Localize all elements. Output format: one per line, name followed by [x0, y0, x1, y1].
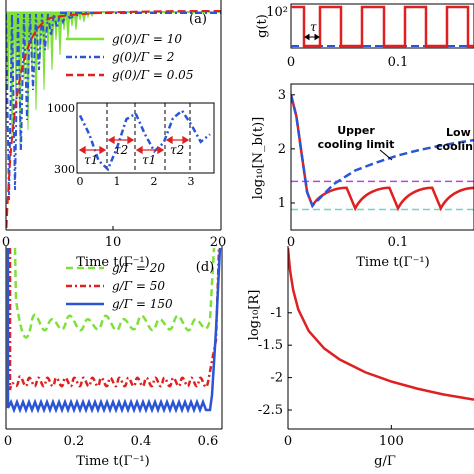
panel-b-ann-cooling: cooling: [436, 140, 474, 153]
panel-a-x-tick-0: 0: [2, 235, 10, 250]
panel-d-x-tick-0: 0: [4, 434, 12, 449]
panel-b-top-y-label: g(t): [255, 14, 270, 38]
panel-d-series-g50: [8, 247, 221, 391]
legend-label-g50: g/Γ = 50: [112, 279, 165, 293]
panel-b-top-y-tick: 10²: [266, 5, 288, 20]
panel-a-x-tick-1: 10: [105, 235, 122, 250]
panel-a-label: (a): [189, 12, 207, 27]
panel-e: -1 -1.5 -2 -2.5 0 100 log₁₀[R] g/Γ: [247, 246, 474, 469]
inset-tau-2b: τ2: [170, 143, 184, 157]
panel-b-top-red-square: [291, 5, 474, 48]
inset-frame: [76, 102, 215, 174]
panel-e-x-tick-0: 0: [284, 434, 292, 449]
panel-b-ann-upper: Upper: [337, 124, 375, 137]
inset-tau-1a: τ1: [84, 153, 98, 167]
series-g005-line: [6, 10, 221, 230]
legend-label-g005: g(0)/Γ = 0.05: [112, 68, 193, 82]
panel-b-red-curve: [291, 94, 474, 212]
panel-e-x-ticks: 0 100: [284, 425, 404, 449]
panel-b-top-tau: τ: [310, 20, 317, 34]
panel-b-x-label: Time t(Γ⁻¹): [356, 255, 429, 270]
inset-arrows: [78, 135, 190, 155]
panel-a: 0 10 20 Time t(Γ⁻¹) (a) g(0)/Γ = 10 g(0)…: [2, 0, 226, 270]
panel-a-legend: g(0)/Γ = 10 g(0)/Γ = 2 g(0)/Γ = 0.05: [66, 32, 193, 82]
panel-d-series-g150: [6, 247, 222, 414]
panel-d-x-label: Time t(Γ⁻¹): [76, 454, 149, 469]
inset-y-tick-0: 1000: [47, 102, 75, 115]
panel-d-curves: [6, 247, 222, 414]
panel-e-y-ticks: -1 -1.5 -2 -2.5: [258, 306, 292, 418]
panel-d-x-tick-2: 0.4: [131, 434, 152, 449]
inset-tau-2a: τ2: [114, 143, 128, 157]
panel-b-curves: [291, 94, 474, 212]
panel-a-curves: [6, 10, 221, 230]
legend-label-g2: g(0)/Γ = 2: [112, 50, 174, 64]
legend-label-g20: g/Γ = 20: [112, 261, 165, 275]
panel-e-y-tick-3: -2.5: [258, 403, 283, 418]
panel-e-y-tick-1: -1.5: [258, 338, 283, 353]
panel-e-x-label: g/Γ: [374, 454, 396, 469]
panel-e-curve: [288, 247, 474, 401]
panel-b-top-x-tick-1: 0.1: [388, 55, 409, 70]
inset-y-tick-1: 300: [54, 163, 75, 176]
panel-a-x-tick-2: 20: [210, 235, 227, 250]
panel-b-ann-low: Low: [446, 126, 471, 139]
panel-b-y-tick-1: 2: [278, 142, 286, 157]
panel-b-top-x-tick-0: 0: [287, 55, 295, 70]
panel-b-top-tau-arrow: [304, 33, 320, 41]
panel-e-y-tick-2: -2: [270, 371, 283, 386]
panel-d-label: (d): [196, 260, 214, 275]
panel-b-x-tick-1: 0.1: [388, 235, 409, 250]
panel-d: (d) g/Γ = 20 g/Γ = 50 g/Γ = 150 0 0.2 0.…: [4, 246, 223, 469]
panel-b-ann-cooling-limit: cooling limit: [318, 138, 395, 151]
panel-b-y-label: log₁₀[N_b(t)]: [251, 117, 266, 199]
inset-x-tick-3: 3: [188, 175, 195, 188]
legend-label-g150: g/Γ = 150: [112, 297, 173, 311]
panel-b-top-frame: [290, 3, 474, 49]
panel-b-x-tick-0: 0: [287, 235, 295, 250]
panel-e-curves: [288, 247, 474, 401]
panel-a-inset: 1000 300 0 1 2 3 τ1 τ2 τ1 τ2: [47, 102, 215, 188]
panel-d-x-tick-3: 0.6: [198, 434, 219, 449]
panel-b-blue-curve: [291, 94, 474, 208]
panel-b-top: g(t) 10² τ 0 0.1: [255, 3, 474, 70]
panel-e-y-label: log₁₀[R]: [247, 290, 262, 341]
panel-b-y-tick-2: 1: [278, 196, 286, 211]
inset-x-tick-0: 0: [77, 175, 84, 188]
panel-e-x-tick-1: 100: [379, 434, 404, 449]
panel-b-y-tick-0: 3: [278, 88, 286, 103]
panel-b-frame: [290, 83, 474, 231]
panel-b-ann-pointer: [379, 149, 393, 161]
panel-d-x-tick-1: 0.2: [64, 434, 85, 449]
inset-x-tick-1: 1: [114, 175, 121, 188]
panel-a-x-label: Time t(Γ⁻¹): [76, 255, 149, 270]
inset-tau-1b: τ1: [142, 153, 156, 167]
panel-b: 3 2 1 0 0.1 Time t(Γ⁻¹) log₁₀[N_b(t)] Uppe…: [251, 83, 474, 270]
panel-e-y-tick-0: -1: [270, 306, 283, 321]
panel-d-legend: g/Γ = 20 g/Γ = 50 g/Γ = 150: [66, 261, 173, 311]
legend-label-g10: g(0)/Γ = 10: [112, 32, 182, 46]
panel-b-y-ticks: 3 2 1: [278, 88, 295, 211]
panel-d-series-g20: [13, 247, 216, 339]
inset-x-tick-2: 2: [151, 175, 158, 188]
